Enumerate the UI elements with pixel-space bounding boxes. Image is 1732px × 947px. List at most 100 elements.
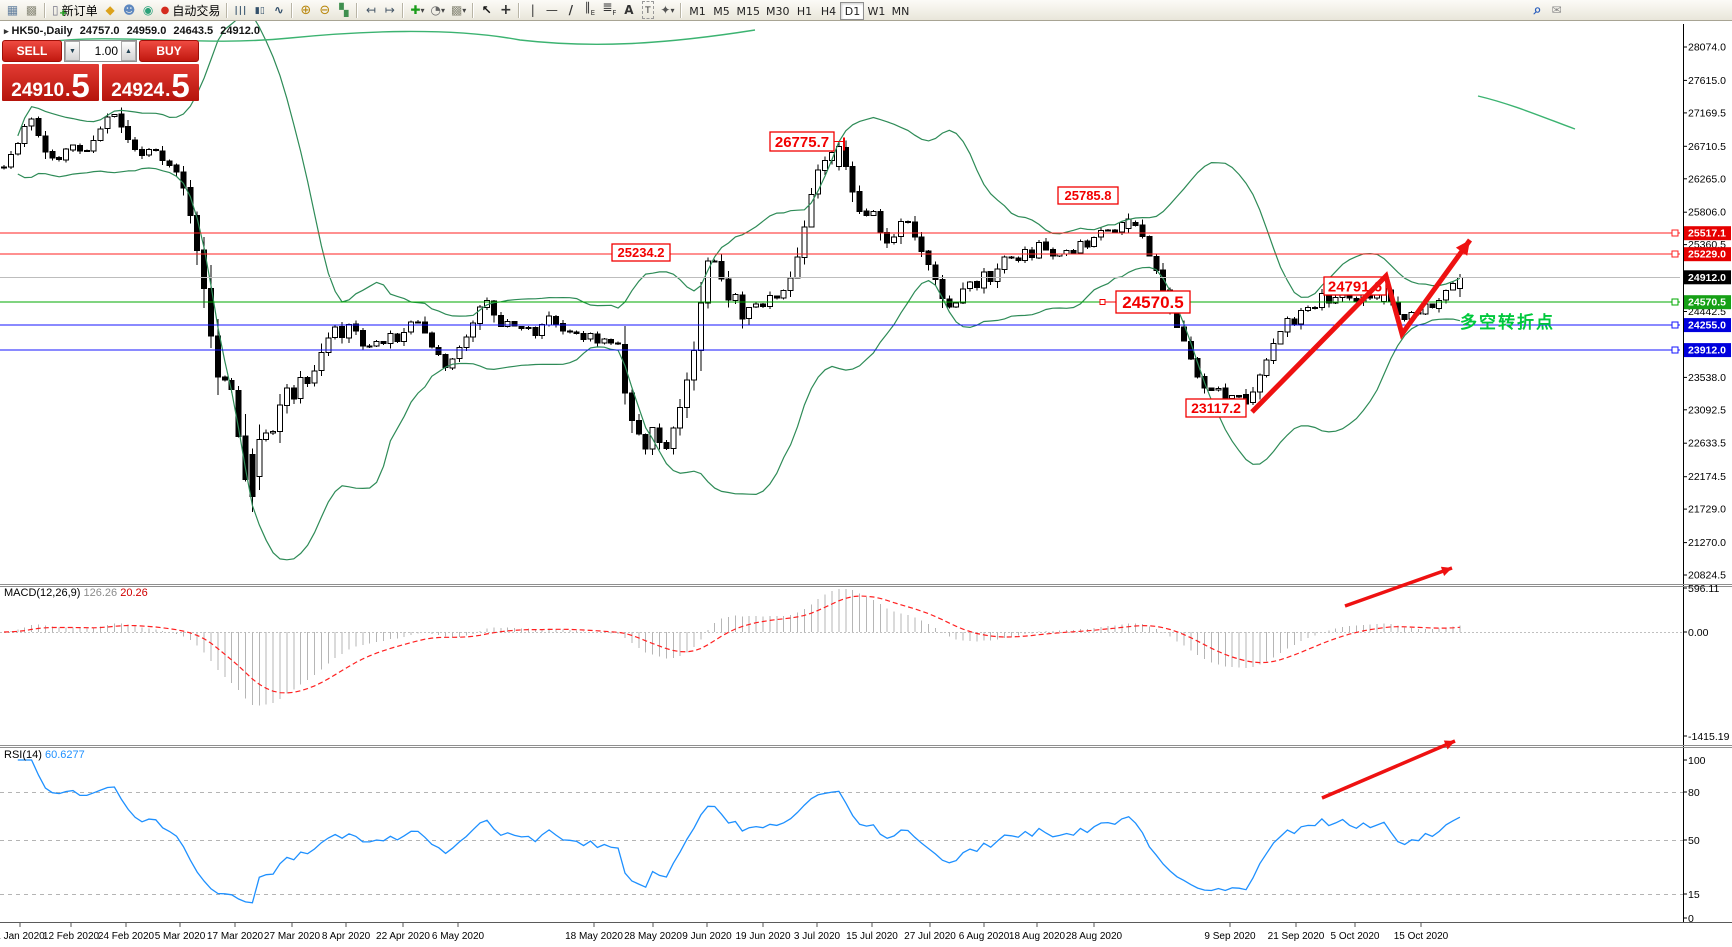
macd-trend-arrow[interactable] (1344, 566, 1453, 608)
channel-button[interactable] (580, 1, 599, 19)
auto-trading-button[interactable]: 自动交易 (158, 1, 224, 19)
bull-bear-turning-point-note[interactable]: 多空转折点 (1460, 312, 1555, 333)
rsi-pane: 100 80 50 15 0 RSI(14) 60.6277 (0, 749, 1706, 925)
svg-text:596.11: 596.11 (1688, 583, 1719, 595)
periods-button[interactable] (427, 1, 448, 19)
fibonacci-button[interactable] (599, 1, 619, 19)
horizontal-lines[interactable] (0, 229, 1680, 354)
search-button[interactable] (1528, 1, 1547, 19)
toolbar-separator (472, 2, 475, 18)
sell-price-display[interactable]: 24910 . 5 (2, 64, 99, 104)
chart-shift-button[interactable] (380, 1, 399, 19)
svg-text:24255.0: 24255.0 (1688, 320, 1726, 332)
volume-input[interactable] (80, 41, 121, 61)
price-annotations[interactable]: 26775.725234.225785.824570.524791.623117… (611, 131, 1387, 418)
buy-button[interactable]: BUY (139, 40, 199, 62)
svg-text:22 Apr 2020: 22 Apr 2020 (376, 931, 430, 942)
svg-text:27 Mar 2020: 27 Mar 2020 (264, 931, 321, 942)
macd-pane: 596.11 0.00 -1415.19 MACD(12,26,9) 126.26 2… (0, 583, 1730, 743)
svg-text:27615.0: 27615.0 (1688, 75, 1726, 87)
svg-text:28 May 2020: 28 May 2020 (624, 931, 682, 942)
expert-advisors-button[interactable] (120, 1, 139, 19)
timeframe-M1[interactable]: M1 (685, 2, 709, 20)
svg-text:3 Jul 2020: 3 Jul 2020 (794, 931, 841, 942)
text-label-icon (642, 1, 654, 19)
price-axis: 28074.0 27615.0 27169.5 26710.5 26265.0 25806… (1683, 42, 1731, 582)
sell-price-big-digit: 5 (71, 67, 90, 104)
toolbar-separator (402, 2, 405, 18)
svg-text:9 Sep 2020: 9 Sep 2020 (1204, 931, 1256, 942)
new-order-label: 新订单 (61, 3, 98, 18)
signals-button[interactable] (139, 1, 158, 19)
buy-price-display[interactable]: 24924 . 5 (102, 64, 199, 102)
text-label-button[interactable] (638, 1, 657, 19)
trendline-button[interactable] (561, 1, 580, 19)
vertical-line-button[interactable] (523, 1, 542, 19)
templates-button[interactable] (448, 1, 469, 19)
volume-decrease-button[interactable]: ▼ (65, 41, 80, 61)
timeframe-M30[interactable]: M30 (763, 2, 793, 20)
timeframe-H4[interactable]: H4 (816, 2, 840, 20)
line-chart-button[interactable] (269, 1, 288, 19)
svg-text:25806.0: 25806.0 (1688, 207, 1726, 219)
chat-button[interactable] (1547, 1, 1566, 19)
volume-spinner: ▼ ▲ (64, 40, 137, 62)
sell-button[interactable]: SELL (2, 40, 62, 62)
zoom-in-icon (300, 3, 311, 18)
add-indicator-icon (410, 3, 420, 17)
timeframe-M5[interactable]: M5 (709, 2, 733, 20)
ohlc-high: 24959.0 (126, 25, 167, 37)
svg-text:15 Jul 2020: 15 Jul 2020 (846, 931, 898, 942)
cursor-button[interactable] (477, 1, 496, 19)
trendline-icon (569, 3, 573, 17)
new-chart-button[interactable] (3, 1, 22, 19)
volume-increase-button[interactable]: ▲ (121, 41, 136, 61)
zoom-out-button[interactable] (315, 1, 334, 19)
bar-chart-button[interactable] (231, 1, 250, 19)
svg-text:18 Aug 2020: 18 Aug 2020 (1009, 931, 1066, 942)
line-chart-icon (274, 3, 284, 17)
timeframe-MN[interactable]: MN (888, 2, 912, 20)
svg-text:21 Sep 2020: 21 Sep 2020 (1268, 931, 1325, 942)
toolbar-right-group (1528, 1, 1566, 19)
timeframe-H1[interactable]: H1 (792, 2, 816, 20)
svg-text:22174.5: 22174.5 (1688, 471, 1726, 483)
shapes-button[interactable] (657, 1, 677, 19)
channel-icon (585, 0, 595, 19)
chart-plot-area[interactable] (0, 24, 1683, 922)
tile-windows-button[interactable] (334, 1, 353, 19)
new-order-button[interactable]: 新订单 (49, 1, 101, 22)
candlestick-chart-button[interactable] (250, 1, 269, 19)
indicators-button[interactable] (407, 1, 427, 19)
crosshair-button[interactable] (496, 1, 515, 19)
chevron-down-icon (420, 2, 424, 18)
toolbar-separator (356, 2, 359, 18)
buy-price-main: 24924 (111, 80, 165, 101)
svg-text:28074.0: 28074.0 (1688, 42, 1726, 54)
buy-price-dot: . (165, 80, 171, 101)
text-tool-button[interactable] (619, 1, 638, 19)
macd-label: MACD(12,26,9) 126.26 20.26 (4, 587, 148, 599)
bollinger-upper-band (17, 13, 1461, 317)
timeframe-D1[interactable]: D1 (840, 2, 865, 21)
svg-text:28 Aug 2020: 28 Aug 2020 (1066, 931, 1123, 942)
svg-text:80: 80 (1688, 787, 1700, 799)
svg-text:21729.0: 21729.0 (1688, 504, 1726, 516)
svg-text:22633.5: 22633.5 (1688, 438, 1726, 450)
indicator-list-button[interactable] (101, 1, 120, 19)
timeframe-W1[interactable]: W1 (864, 2, 888, 20)
horizontal-line-button[interactable] (542, 1, 561, 19)
auto-scroll-button[interactable] (361, 1, 380, 19)
text-tool-icon (624, 3, 633, 17)
crosshair-icon (500, 3, 512, 17)
profiles-button[interactable] (22, 1, 41, 19)
svg-text:5 Mar 2020: 5 Mar 2020 (155, 931, 206, 942)
main-trend-arrow[interactable] (1250, 238, 1473, 414)
rsi-trend-arrow[interactable] (1321, 739, 1456, 800)
ohlc-low: 24643.5 (173, 25, 214, 37)
timeframe-M15[interactable]: M15 (733, 2, 763, 20)
zoom-in-button[interactable] (296, 1, 315, 19)
